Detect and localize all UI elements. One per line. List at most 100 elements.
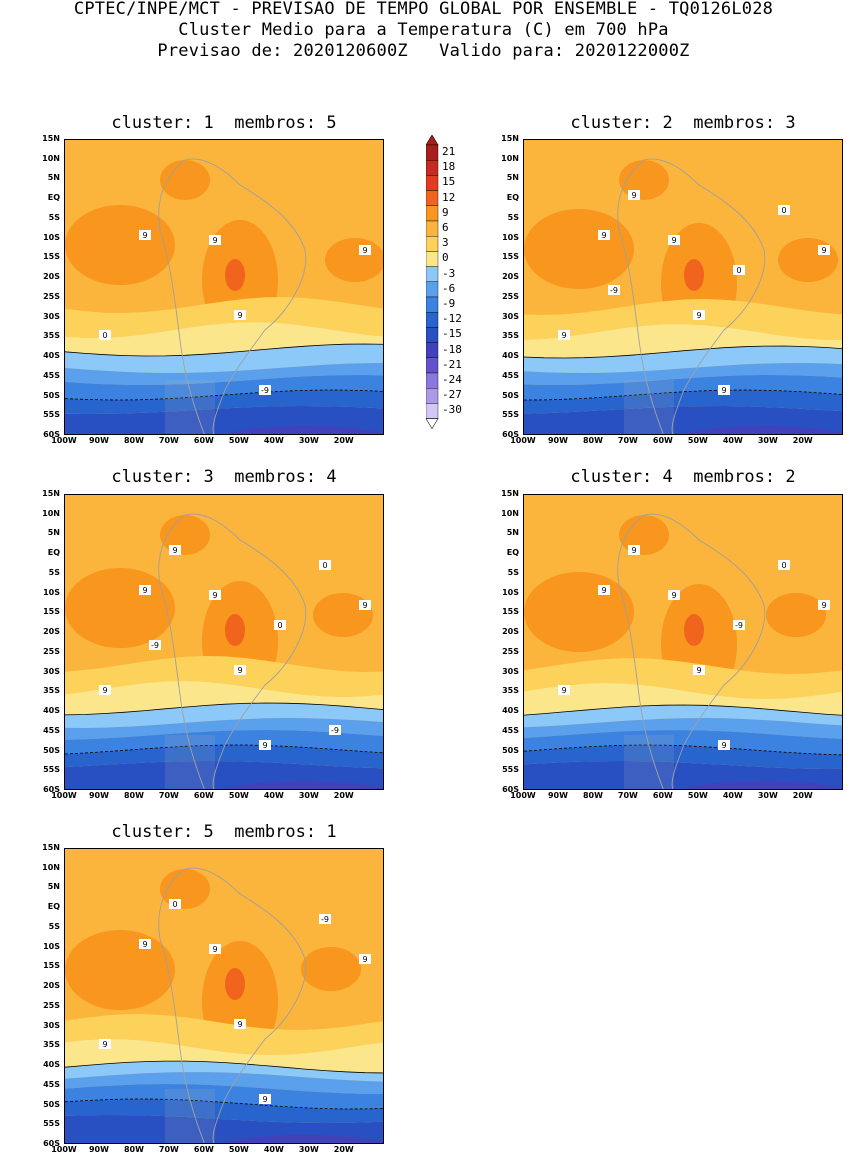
lon-tick-label: 70W	[158, 791, 179, 800]
title-line-2: Cluster Medio para a Temperatura (C) em …	[178, 20, 669, 40]
svg-text:-9: -9	[331, 726, 339, 735]
lat-tick-label: 50S	[43, 390, 60, 400]
lon-tick-label: 70W	[158, 436, 179, 445]
contour-label: -9	[733, 620, 745, 630]
svg-text:9: 9	[631, 546, 636, 555]
lat-tick-label: EQ	[47, 902, 60, 912]
patagonia-shade	[624, 380, 674, 434]
lat-tick-label: 50S	[43, 745, 60, 755]
lat-tick-label: 15S	[502, 607, 519, 617]
contour-label: 9	[139, 939, 151, 949]
band-minus-6	[65, 1072, 383, 1094]
lon-tick-label: 100W	[510, 791, 536, 800]
band-minus-12	[524, 745, 842, 769]
contour-label: 9	[99, 685, 111, 695]
lat-tick-label: 10S	[43, 941, 60, 951]
band-0	[524, 683, 842, 716]
lat-tick-label: 40S	[502, 706, 519, 716]
contour-minus-9	[65, 389, 383, 401]
svg-text:9: 9	[821, 601, 826, 610]
lat-tick-label: 10S	[502, 232, 519, 242]
lon-tick-label: 40W	[263, 1145, 284, 1154]
band-3	[65, 656, 383, 697]
lat-tick-label: 45S	[43, 725, 60, 735]
lon-tick-label: 80W	[123, 1145, 144, 1154]
lat-tick-label: 5S	[507, 567, 519, 577]
panel-title: cluster: 2 membros: 3	[570, 113, 796, 133]
lat-tick-label: EQ	[47, 193, 60, 203]
contour-label: -9	[259, 385, 271, 395]
contour-label: 0	[319, 560, 331, 570]
contour-label: 0	[733, 265, 745, 275]
contour-label: 9	[558, 685, 570, 695]
colorbar-top-arrow	[426, 135, 439, 146]
contour-label: 9	[718, 385, 730, 395]
lat-tick-label: 20S	[502, 272, 519, 282]
svg-text:9: 9	[142, 940, 147, 949]
lon-tick-label: 80W	[123, 436, 144, 445]
colorbar-label: 21	[442, 145, 456, 158]
lat-tick-label: 20S	[43, 981, 60, 991]
lat-tick-label: 5S	[48, 567, 60, 577]
lat-tick-label: 5N	[47, 882, 60, 892]
colorbar-label: -12	[442, 312, 462, 326]
lat-tick-label: 60S	[502, 785, 519, 794]
lat-tick-label: 25S	[43, 291, 60, 301]
svg-text:9: 9	[671, 591, 676, 600]
contour-label: -9	[319, 914, 331, 924]
lon-tick-label: 40W	[263, 436, 284, 445]
band-12-core	[684, 614, 704, 646]
lon-tick-label: 50W	[228, 436, 249, 445]
coastline	[158, 513, 307, 789]
band-9-east	[313, 593, 373, 637]
svg-text:0: 0	[277, 621, 282, 630]
band-0	[65, 1039, 383, 1073]
lat-tick-label: 5N	[47, 528, 60, 538]
lat-tick-label: 35S	[43, 686, 60, 696]
band-9-west	[524, 572, 634, 652]
svg-text:0: 0	[781, 206, 786, 215]
lon-tick-label: 90W	[547, 791, 568, 800]
svg-text:-9: -9	[261, 386, 269, 395]
map-panel: 9 9 9 9 0 -9	[64, 139, 384, 435]
colorbar-swatch	[426, 281, 439, 298]
colorbar-label: -3	[442, 266, 456, 280]
svg-text:9: 9	[721, 741, 726, 750]
band-3	[524, 658, 842, 699]
lat-tick-label: 5S	[48, 921, 60, 931]
band-9-west	[65, 568, 175, 648]
contour-minus-9	[524, 389, 842, 401]
lon-tick-label: 70W	[617, 436, 638, 445]
colorbar-swatch	[426, 311, 439, 328]
contour-label: 9	[99, 1039, 111, 1049]
svg-text:9: 9	[212, 236, 217, 245]
lon-tick-label: 100W	[510, 436, 536, 445]
lat-tick-label: 15N	[42, 489, 60, 498]
lat-tick-label: 10N	[42, 153, 60, 163]
lat-tick-label: 15S	[43, 607, 60, 617]
lat-tick-label: 10N	[501, 508, 519, 518]
band-minus-18	[682, 781, 842, 789]
colorbar-label: 18	[442, 160, 456, 174]
colorbar-swatch	[426, 235, 439, 252]
svg-text:-9: -9	[735, 621, 743, 630]
title-line-3: Previsao de: 2020120600Z Valido para: 20…	[157, 41, 690, 61]
panel-title: cluster: 4 membros: 2	[570, 467, 796, 487]
band-minus-18	[223, 426, 383, 434]
lat-tick-label: 30S	[43, 1020, 60, 1030]
svg-text:9: 9	[601, 231, 606, 240]
map-panel: 9 9 9 9 9 9 9 0 0 -9	[523, 139, 843, 435]
lat-tick-label: 15N	[501, 489, 519, 498]
colorbar-swatch	[426, 205, 439, 222]
lon-tick-label: 40W	[722, 791, 743, 800]
lat-tick-label: 40S	[502, 351, 519, 361]
lat-tick-label: 60S	[43, 430, 60, 439]
band-3	[65, 1014, 383, 1055]
lon-tick-label: 90W	[88, 436, 109, 445]
lat-tick-label: 15S	[502, 252, 519, 262]
svg-text:9: 9	[721, 386, 726, 395]
svg-text:9: 9	[362, 955, 367, 964]
map-svg: 9 9 9 9 0 -9	[65, 140, 383, 434]
map-svg: 9 9 9 9 9 9 0 -9	[65, 849, 383, 1143]
band-minus-3	[65, 703, 383, 728]
